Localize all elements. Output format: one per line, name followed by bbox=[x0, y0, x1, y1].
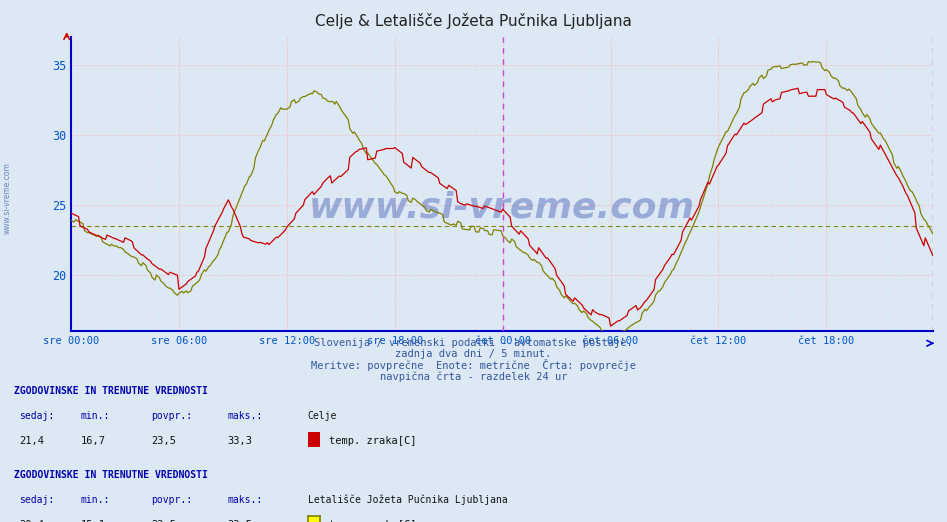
Text: ZGODOVINSKE IN TRENUTNE VREDNOSTI: ZGODOVINSKE IN TRENUTNE VREDNOSTI bbox=[14, 386, 208, 396]
Text: temp. zraka[C]: temp. zraka[C] bbox=[329, 520, 416, 522]
Text: povpr.:: povpr.: bbox=[152, 495, 192, 505]
Text: 16,7: 16,7 bbox=[80, 436, 105, 446]
Text: 33,5: 33,5 bbox=[227, 520, 252, 522]
Text: 33,3: 33,3 bbox=[227, 436, 252, 446]
Text: Slovenija / vremenski podatki - avtomatske postaje.: Slovenija / vremenski podatki - avtomats… bbox=[314, 338, 633, 348]
Text: 21,4: 21,4 bbox=[19, 436, 44, 446]
Text: ZGODOVINSKE IN TRENUTNE VREDNOSTI: ZGODOVINSKE IN TRENUTNE VREDNOSTI bbox=[14, 470, 208, 480]
Text: www.si-vreme.com: www.si-vreme.com bbox=[309, 191, 695, 224]
Text: zadnja dva dni / 5 minut.: zadnja dva dni / 5 minut. bbox=[396, 349, 551, 359]
Text: maks.:: maks.: bbox=[227, 495, 262, 505]
Text: 20,4: 20,4 bbox=[19, 520, 44, 522]
Text: www.si-vreme.com: www.si-vreme.com bbox=[3, 162, 12, 234]
Text: 15,1: 15,1 bbox=[80, 520, 105, 522]
Text: maks.:: maks.: bbox=[227, 411, 262, 421]
Text: navpična črta - razdelek 24 ur: navpična črta - razdelek 24 ur bbox=[380, 372, 567, 382]
Text: povpr.:: povpr.: bbox=[152, 411, 192, 421]
Text: Meritve: povprečne  Enote: metrične  Črta: povprečje: Meritve: povprečne Enote: metrične Črta:… bbox=[311, 359, 636, 371]
Text: Celje & Letališče Jožeta Pučnika Ljubljana: Celje & Letališče Jožeta Pučnika Ljublja… bbox=[315, 13, 632, 29]
Text: min.:: min.: bbox=[80, 495, 110, 505]
Text: 23,5: 23,5 bbox=[152, 520, 176, 522]
Text: Celje: Celje bbox=[308, 411, 337, 421]
Text: 23,5: 23,5 bbox=[152, 436, 176, 446]
Text: Letališče Jožeta Pučnika Ljubljana: Letališče Jožeta Pučnika Ljubljana bbox=[308, 495, 508, 505]
Text: min.:: min.: bbox=[80, 411, 110, 421]
Text: sedaj:: sedaj: bbox=[19, 411, 54, 421]
Text: sedaj:: sedaj: bbox=[19, 495, 54, 505]
Text: temp. zraka[C]: temp. zraka[C] bbox=[329, 436, 416, 446]
